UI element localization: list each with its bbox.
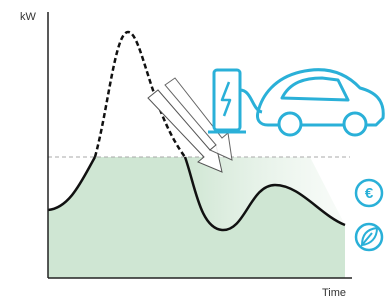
cost-icon-label: €	[365, 185, 374, 202]
ev-icon	[208, 70, 383, 135]
peak-curve	[95, 32, 185, 157]
diagram: kW Time €	[0, 0, 389, 302]
y-axis-label: kW	[20, 11, 37, 23]
page: kW Time € (() => { const data = JSON.par…	[0, 0, 389, 302]
x-axis-label: Time	[322, 287, 346, 299]
